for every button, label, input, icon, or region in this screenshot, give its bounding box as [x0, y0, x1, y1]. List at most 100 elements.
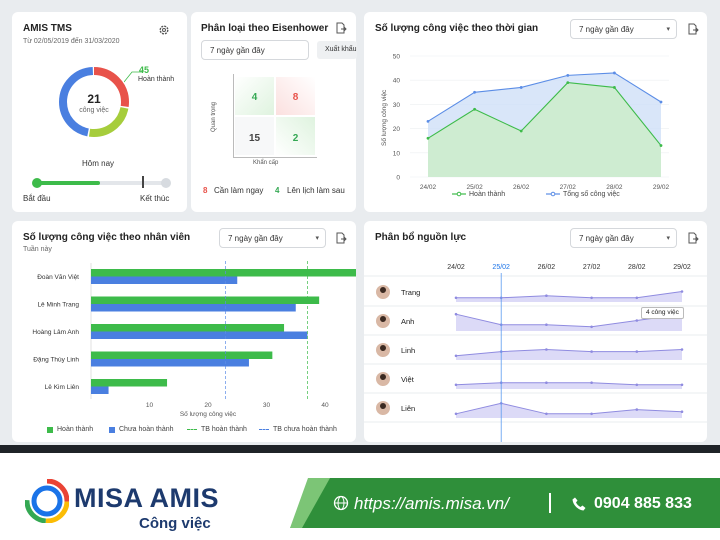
- quadrant-important-urgent: [276, 77, 315, 115]
- legend-done-swatch: [47, 427, 53, 433]
- cell-value-important-urgent: 8: [292, 92, 299, 103]
- legend-avg-not-done-label: TB chưa hoàn thành: [273, 426, 337, 433]
- export-button[interactable]: Xuất khẩu: [317, 41, 357, 59]
- workload-tooltip-text: 4 công việc: [646, 309, 679, 316]
- total-data-point: [473, 90, 476, 94]
- date-header: 25/02: [492, 264, 510, 271]
- legend-done-label: Hoàn thành: [57, 426, 94, 433]
- workload-line: [455, 313, 683, 328]
- export-icon[interactable]: [687, 23, 699, 35]
- workload-point: [590, 412, 593, 416]
- workload-point: [454, 412, 458, 416]
- category-label: Lê Kim Liên: [45, 384, 80, 391]
- x-tick-label: 25/02: [466, 184, 483, 191]
- export-icon[interactable]: [335, 232, 347, 244]
- gear-icon[interactable]: [158, 24, 170, 36]
- category-label: Hoàng Lâm Anh: [32, 329, 79, 336]
- category-label: Đoàn Văn Việt: [37, 274, 79, 281]
- workload-point: [454, 354, 458, 358]
- export-icon[interactable]: [335, 22, 347, 34]
- tasks-by-staff-subtitle: Tuần này: [23, 246, 52, 253]
- tms-summary-card: AMIS TMS Từ 02/05/2019 đến 31/03/2020 21…: [12, 12, 187, 212]
- misa-amis-logo: [25, 479, 69, 523]
- workload-point: [545, 381, 548, 384]
- brand-product: Công việc: [139, 515, 211, 532]
- timeline-progress: [36, 181, 100, 185]
- workload-line: [455, 402, 683, 415]
- category-label: Lê Minh Trang: [37, 302, 79, 309]
- tasks-by-staff-card: Số lượng công việc theo nhân viên Tuần n…: [12, 221, 356, 442]
- y-tick-label: 0: [396, 175, 400, 182]
- date-header: 27/02: [583, 264, 601, 271]
- legend-avg-done-label: TB hoàn thành: [201, 426, 247, 433]
- workload-point: [454, 312, 458, 316]
- legend-schedule-num: 4: [275, 186, 280, 195]
- total-data-point: [613, 71, 616, 75]
- x-tick-label: 24/02: [420, 184, 437, 191]
- person-name: Anh: [401, 317, 414, 326]
- legend-done-label: Hoàn thành: [469, 191, 506, 198]
- eisenhower-period-select[interactable]: 7 ngày gần đây: [201, 40, 309, 60]
- date-header: 26/02: [538, 264, 556, 271]
- cell-value-important-not-urgent: 4: [251, 92, 258, 103]
- phone-icon: [572, 497, 586, 511]
- bar-done: [91, 296, 320, 304]
- avatar-hair: [380, 316, 386, 322]
- resource-allocation-card: Phân bổ nguồn lực 7 ngày gần đây ▾ 24/02…: [364, 221, 707, 442]
- quadrant-not-important-urgent: [276, 117, 315, 155]
- legend-not-done-label: Chưa hoàn thành: [119, 426, 174, 433]
- footer-banner: MISA AMIS Công việc https://amis.misa.vn…: [0, 453, 720, 540]
- phone-number[interactable]: 0904 885 833: [594, 495, 692, 512]
- export-icon[interactable]: [687, 232, 699, 244]
- bar-not-done: [91, 359, 249, 367]
- start-label: Bắt đầu: [23, 194, 51, 203]
- website-link[interactable]: https://amis.misa.vn/: [354, 494, 509, 513]
- workload-area: [456, 403, 682, 418]
- total-data-point: [519, 86, 523, 89]
- legend-avg-not-done-swatch: [259, 429, 269, 430]
- contact-band: [290, 478, 720, 528]
- workload-point: [635, 383, 639, 387]
- donut-total-label: công việc: [79, 107, 109, 114]
- resource-period-select[interactable]: 7 ngày gần đây ▾: [570, 228, 677, 248]
- staff-period-select[interactable]: 7 ngày gần đây ▾: [219, 228, 326, 248]
- total-series-line: [427, 72, 662, 122]
- legend-avg-done-swatch: [187, 429, 197, 430]
- brand-name: MISA AMIS: [74, 483, 219, 513]
- legend-not-done-swatch: [109, 427, 115, 433]
- workload-area: [456, 349, 682, 360]
- x-axis-label: Số lượng công việc: [180, 409, 237, 418]
- y-axis-label: Số lượng công việc: [379, 89, 388, 146]
- matrix-y-axis-label: Quan trọng: [211, 101, 217, 133]
- x-tick-label: 30: [263, 402, 271, 409]
- bar-not-done: [91, 304, 296, 312]
- bar-not-done: [91, 386, 109, 394]
- avatar-hair: [380, 403, 386, 409]
- done-data-point: [659, 144, 663, 147]
- workload-tooltip: 4 công việc: [641, 307, 684, 319]
- category-label: Đặng Thùy Linh: [33, 357, 79, 364]
- tasks-by-staff-title: Số lượng công việc theo nhân viên: [23, 232, 191, 243]
- workload-line: [456, 291, 683, 299]
- chevron-down-icon: ▾: [315, 235, 319, 242]
- workload-point: [680, 348, 684, 351]
- quadrant-important-not-urgent: [235, 77, 274, 115]
- legend-schedule-label: Lên lịch làm sau: [287, 186, 345, 195]
- legend-done-swatch: [452, 191, 466, 197]
- bar-done: [91, 379, 168, 387]
- quadrant-not-important-not-urgent: [235, 117, 274, 155]
- matrix-x-axis-label: Khẩn cấp: [253, 160, 279, 166]
- date-header: 29/02: [673, 264, 691, 271]
- time-period-select[interactable]: 7 ngày gần đây ▾: [570, 19, 677, 39]
- workload-point: [545, 348, 548, 351]
- donut-slice-done: [59, 67, 129, 137]
- person-name: Linh: [401, 346, 415, 355]
- bar-done: [91, 324, 285, 332]
- period-value: 7 ngày gần đây: [579, 25, 634, 34]
- y-tick-label: 30: [393, 102, 401, 109]
- done-label: Hoàn thành: [138, 76, 175, 83]
- avatar-hair: [380, 345, 386, 351]
- avatar-hair: [380, 374, 386, 380]
- bar-done: [91, 351, 273, 359]
- contact-divider: [549, 493, 551, 513]
